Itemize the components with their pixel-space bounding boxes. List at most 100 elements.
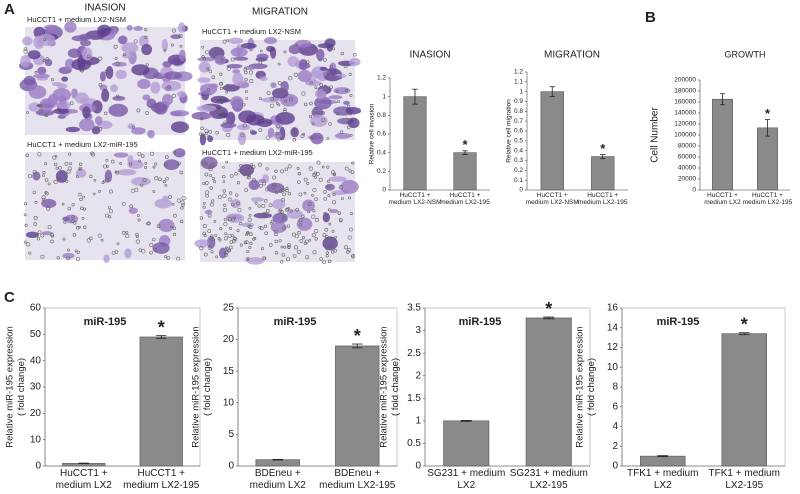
y-tick-label: 15	[223, 366, 235, 377]
pore	[308, 166, 313, 171]
pore	[105, 158, 109, 162]
pore	[210, 163, 215, 168]
pore	[292, 138, 297, 142]
cell	[37, 33, 56, 46]
pore	[202, 224, 207, 229]
pore	[172, 28, 177, 33]
pore	[41, 195, 46, 200]
x-tick-label: TFK1 + medium LX2-195	[708, 468, 780, 491]
image-caption: HuCCT1 + medium LX2-miR-195	[27, 140, 138, 149]
pore	[240, 133, 245, 138]
pore	[202, 201, 206, 205]
pore	[248, 206, 252, 210]
cell	[326, 44, 333, 52]
y-tick-label: 0.3	[514, 157, 523, 164]
cell	[197, 57, 215, 62]
pore	[149, 151, 154, 156]
pore	[177, 161, 181, 166]
pore	[61, 202, 65, 206]
cell	[108, 103, 129, 117]
pore	[223, 222, 228, 227]
pore	[248, 232, 253, 237]
pore	[309, 136, 313, 140]
pore	[200, 117, 204, 121]
pore	[87, 114, 92, 118]
pore	[224, 246, 228, 250]
pore	[242, 123, 247, 128]
pore	[67, 166, 72, 171]
pore	[258, 128, 263, 133]
pore	[163, 48, 167, 52]
pore	[328, 122, 332, 126]
error-bar	[600, 154, 606, 159]
pore	[233, 237, 238, 242]
pore	[301, 91, 306, 96]
pore	[40, 233, 45, 238]
pore	[119, 162, 123, 165]
x-tick-label-box: HuCCT1 + medium LX2-NSM	[388, 192, 441, 206]
error-bar	[549, 86, 555, 97]
panel-label: B	[645, 9, 656, 26]
pore	[26, 111, 29, 114]
pore	[239, 163, 243, 168]
pore	[344, 166, 349, 171]
pore	[55, 166, 59, 170]
image-caption: HuCCT1 + medium LX2-NSM	[202, 27, 301, 36]
pore	[222, 207, 227, 212]
y-tick-label: 160000	[674, 99, 696, 106]
pore	[27, 174, 33, 179]
pore	[211, 237, 215, 241]
pore	[41, 174, 45, 178]
cell	[214, 55, 227, 66]
pore	[214, 234, 218, 237]
pore	[308, 238, 312, 242]
pore	[242, 102, 246, 107]
pore	[294, 234, 299, 239]
pore	[68, 152, 72, 156]
y-tick-label: 4	[612, 421, 618, 432]
pore	[37, 230, 42, 235]
y-tick-label: 0	[35, 461, 41, 472]
cell	[250, 130, 258, 135]
y-tick-label: 200000	[674, 77, 696, 84]
cell	[170, 121, 189, 133]
pore	[307, 210, 311, 214]
pore	[283, 50, 287, 54]
pore	[220, 101, 224, 105]
pore	[230, 57, 235, 62]
pore	[280, 260, 284, 264]
pore	[301, 236, 306, 240]
x-tick-label: HuCCT1 + medium LX2-195	[578, 192, 628, 207]
cell	[103, 254, 110, 263]
pore	[330, 236, 334, 240]
pore	[236, 201, 240, 206]
y-tick-label: 10	[607, 362, 619, 373]
cell	[78, 118, 95, 132]
pore	[28, 251, 32, 255]
cell	[218, 247, 227, 259]
pore	[298, 217, 303, 222]
cell	[310, 132, 324, 145]
pore	[42, 170, 46, 175]
pore	[213, 180, 217, 184]
cell	[230, 96, 244, 108]
y-tick-label: 0	[692, 187, 696, 194]
pore	[39, 104, 43, 108]
y-axis-label: ( fold change)	[586, 358, 597, 416]
panel-label: C	[4, 289, 15, 306]
pore	[346, 104, 351, 108]
cell	[334, 132, 351, 139]
pore	[236, 229, 240, 233]
pore	[272, 182, 277, 187]
pore	[250, 163, 254, 167]
pore	[211, 177, 215, 181]
pore	[265, 135, 270, 140]
bar	[712, 98, 733, 191]
pore	[222, 175, 226, 179]
pore	[312, 250, 317, 255]
y-axis-label: Relative miR-195 expression	[191, 326, 202, 447]
cell	[20, 54, 31, 68]
pore	[287, 164, 292, 169]
pore	[166, 256, 170, 260]
pore	[121, 201, 126, 206]
